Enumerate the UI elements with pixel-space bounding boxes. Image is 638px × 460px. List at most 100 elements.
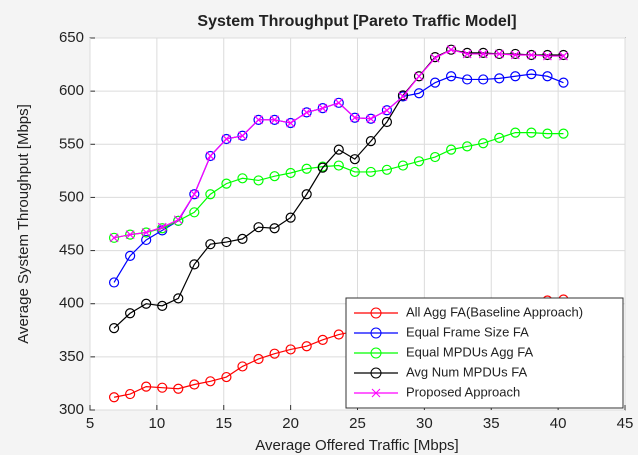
- x-tick-label: 15: [215, 415, 232, 432]
- marker: [478, 47, 489, 58]
- marker: [125, 388, 136, 400]
- marker: [333, 97, 344, 108]
- marker: [301, 107, 312, 118]
- marker: [125, 308, 136, 319]
- marker: [125, 230, 135, 240]
- marker: [269, 171, 280, 182]
- marker: [205, 150, 216, 162]
- marker: [446, 45, 456, 55]
- x-tick-label: 30: [416, 415, 433, 432]
- marker: [141, 381, 152, 392]
- marker: [286, 118, 296, 128]
- marker: [141, 234, 152, 246]
- marker: [462, 141, 473, 152]
- marker: [253, 222, 264, 233]
- marker: [366, 114, 376, 124]
- marker: [333, 160, 344, 171]
- marker: [285, 167, 296, 179]
- marker: [542, 49, 553, 61]
- marker: [285, 212, 296, 223]
- legend-label: Equal Frame Size FA: [406, 324, 529, 339]
- y-tick-label: 650: [59, 29, 84, 46]
- marker: [221, 178, 232, 189]
- marker: [478, 74, 489, 85]
- marker: [413, 88, 425, 99]
- legend-marker: [370, 307, 382, 319]
- marker: [205, 239, 216, 250]
- marker: [462, 74, 473, 85]
- marker: [510, 127, 521, 138]
- marker: [365, 166, 376, 178]
- x-tick-label: 20: [282, 415, 299, 432]
- marker: [542, 71, 553, 82]
- marker: [221, 236, 232, 248]
- marker: [189, 259, 200, 270]
- marker: [125, 250, 136, 261]
- x-tick-label: 45: [617, 415, 634, 432]
- marker: [205, 376, 216, 387]
- legend-marker: [371, 388, 381, 398]
- marker: [381, 116, 393, 128]
- x-tick-label: 35: [483, 415, 500, 432]
- marker: [446, 44, 457, 55]
- marker: [446, 144, 457, 155]
- marker: [108, 232, 120, 243]
- marker: [302, 107, 312, 117]
- marker: [189, 189, 199, 199]
- marker: [270, 115, 279, 125]
- marker: [334, 98, 344, 108]
- marker: [349, 154, 360, 165]
- marker: [526, 69, 537, 80]
- marker: [429, 52, 441, 63]
- marker: [494, 73, 505, 84]
- marker: [269, 223, 280, 234]
- marker: [237, 130, 248, 141]
- marker: [333, 329, 344, 340]
- marker: [221, 371, 232, 383]
- legend-marker: [370, 367, 382, 379]
- legend-label: Proposed Approach: [406, 384, 520, 399]
- marker: [238, 131, 247, 141]
- marker: [189, 207, 200, 218]
- marker: [108, 277, 120, 288]
- marker: [558, 77, 569, 88]
- y-tick-label: 500: [59, 188, 84, 205]
- marker: [237, 361, 248, 372]
- marker: [446, 71, 457, 82]
- marker: [173, 215, 183, 225]
- marker: [558, 49, 569, 61]
- series-line: [113, 131, 564, 239]
- marker: [318, 103, 328, 113]
- marker: [237, 233, 248, 244]
- marker: [173, 293, 184, 304]
- marker: [108, 392, 120, 403]
- marker: [478, 138, 489, 149]
- marker: [462, 49, 472, 59]
- marker: [205, 189, 216, 200]
- x-axis-label: Average Offered Traffic [Mbps]: [255, 437, 458, 454]
- marker: [494, 49, 504, 59]
- marker: [301, 341, 312, 352]
- y-tick-label: 450: [59, 242, 84, 259]
- marker: [269, 348, 280, 359]
- marker: [526, 50, 536, 60]
- marker: [414, 71, 424, 81]
- marker: [237, 173, 248, 184]
- y-tick-label: 600: [59, 82, 84, 99]
- legend-label: Equal MPDUs Agg FA: [406, 344, 533, 359]
- marker: [285, 117, 296, 129]
- marker: [157, 382, 168, 393]
- marker: [413, 156, 425, 167]
- legend-label: Avg Num MPDUs FA: [406, 364, 527, 379]
- marker: [301, 163, 312, 174]
- marker: [510, 50, 520, 60]
- marker: [542, 128, 553, 139]
- marker: [413, 71, 425, 82]
- marker: [381, 105, 393, 116]
- marker: [157, 300, 168, 311]
- marker: [285, 344, 296, 355]
- x-tick-label: 40: [550, 415, 567, 432]
- series-line: [113, 49, 564, 329]
- marker: [430, 53, 440, 63]
